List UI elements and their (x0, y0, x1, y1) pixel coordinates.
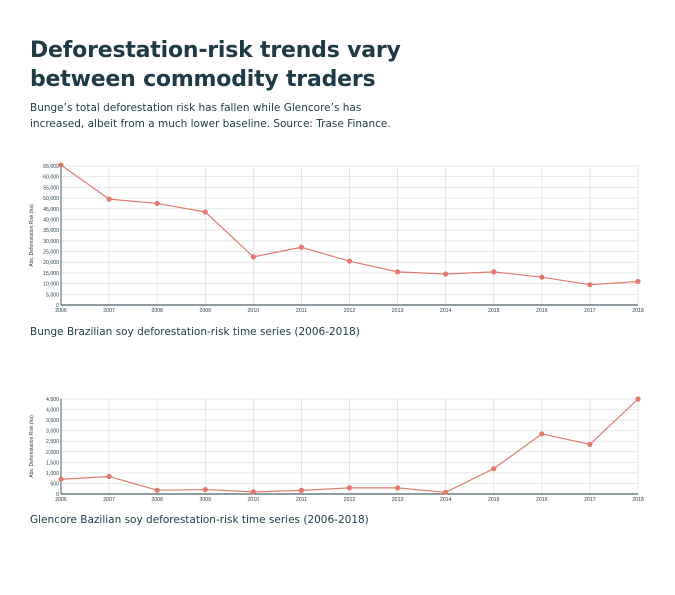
x-tick-label: 2007 (103, 308, 115, 314)
y-tick-label: 1,000 (46, 471, 59, 477)
y-tick-label: 15,000 (43, 271, 59, 277)
x-tick-label: 2018 (632, 308, 644, 314)
glencore-line-chart: 0 500 1,000 1,500 2,000 2,500 3,000 3,500 4,000 4… (29, 396, 644, 503)
x-tick-label: 2008 (151, 497, 163, 503)
x-tick-label: 2006 (55, 308, 67, 314)
y-tick-label: 40,000 (43, 217, 59, 223)
bunge-line-chart: 0 5,000 10,000 15,000 20,000 25,000 30,000 35,0… (29, 162, 644, 314)
y-tick-label: 1,500 (46, 460, 59, 466)
data-point (202, 209, 208, 215)
x-tick-label: 2014 (440, 497, 452, 503)
data-point (250, 254, 256, 260)
y-tick-label: 2,000 (46, 450, 59, 456)
x-tick-label: 2010 (248, 497, 260, 503)
data-point (539, 274, 545, 280)
data-point (106, 196, 112, 202)
data-point (539, 431, 545, 437)
gridlines (60, 398, 639, 494)
data-point (443, 271, 449, 277)
y-tick-label: 55,000 (43, 185, 59, 191)
y-tick-label: 60,000 (43, 175, 59, 181)
data-point (250, 489, 256, 495)
x-tick-label: 2016 (536, 308, 548, 314)
x-tick-label: 2014 (440, 308, 452, 314)
data-point (491, 466, 497, 472)
y-tick-label: 3,500 (46, 418, 59, 424)
y-tick-label: 0 (56, 303, 59, 309)
page-subtitle: Bunge’s total deforestation risk has fal… (30, 102, 391, 130)
x-tick-label: 2012 (344, 497, 356, 503)
y-axis-title: Abs. Deforestation Risk (ha) (29, 204, 35, 267)
data-point (106, 473, 112, 480)
x-tick-label: 2013 (392, 308, 404, 314)
y-axis-title: Abs. Deforestation Risk (ha) (29, 415, 35, 478)
y-tick-label: 4,500 (46, 397, 59, 403)
x-tick-label: 2009 (199, 308, 211, 314)
y-tick-label: 50,000 (43, 196, 59, 202)
data-point (202, 486, 208, 493)
y-tick-label: 3,000 (46, 429, 59, 435)
data-point (58, 162, 64, 168)
bunge-chart-caption: Bunge Brazilian soy deforestation-risk t… (30, 326, 360, 338)
glencore-chart-caption: Glencore Bazilian soy deforestation-risk… (30, 514, 369, 526)
data-point (635, 396, 641, 402)
x-tick-label: 2017 (584, 497, 596, 503)
data-point (587, 441, 593, 447)
data-point (346, 258, 353, 264)
data-point (491, 269, 497, 275)
data-point (346, 485, 353, 491)
y-tick-label: 0 (56, 492, 59, 498)
y-tick-label: 30,000 (43, 239, 59, 245)
data-point (587, 282, 593, 288)
x-tick-label: 2006 (55, 497, 67, 503)
data-point (394, 485, 401, 491)
data-point (298, 487, 305, 494)
gridlines (60, 165, 639, 305)
y-tick-label: 4,000 (46, 408, 59, 414)
y-tick-label: 35,000 (43, 228, 59, 234)
x-tick-label: 2011 (296, 497, 307, 503)
y-tick-label: 65,000 (43, 164, 59, 170)
data-point (394, 269, 401, 275)
x-tick-label: 2016 (536, 497, 548, 503)
y-tick-label: 500 (50, 481, 59, 487)
data-point (154, 487, 160, 493)
y-tick-label: 10,000 (43, 282, 59, 288)
data-point (443, 489, 449, 495)
x-tick-label: 2015 (488, 308, 500, 314)
x-tick-label: 2007 (103, 497, 115, 503)
data-point (58, 476, 64, 482)
x-tick-label: 2012 (344, 308, 356, 314)
x-tick-label: 2018 (632, 497, 644, 503)
page-title: Deforestation-risk trends vary between c… (30, 38, 401, 92)
y-tick-label: 5,000 (46, 292, 59, 298)
x-tick-label: 2013 (392, 497, 404, 503)
x-tick-label: 2015 (488, 497, 500, 503)
x-tick-label: 2010 (248, 308, 260, 314)
x-tick-label: 2011 (296, 308, 307, 314)
x-tick-label: 2009 (199, 497, 211, 503)
y-tick-label: 45,000 (43, 207, 59, 213)
y-tick-label: 25,000 (43, 250, 59, 256)
y-tick-label: 20,000 (43, 260, 59, 266)
y-tick-label: 2,500 (46, 439, 59, 445)
data-point (635, 278, 641, 285)
data-point (298, 244, 305, 250)
data-point (154, 200, 160, 207)
x-tick-label: 2017 (584, 308, 596, 314)
x-tick-label: 2008 (151, 308, 163, 314)
